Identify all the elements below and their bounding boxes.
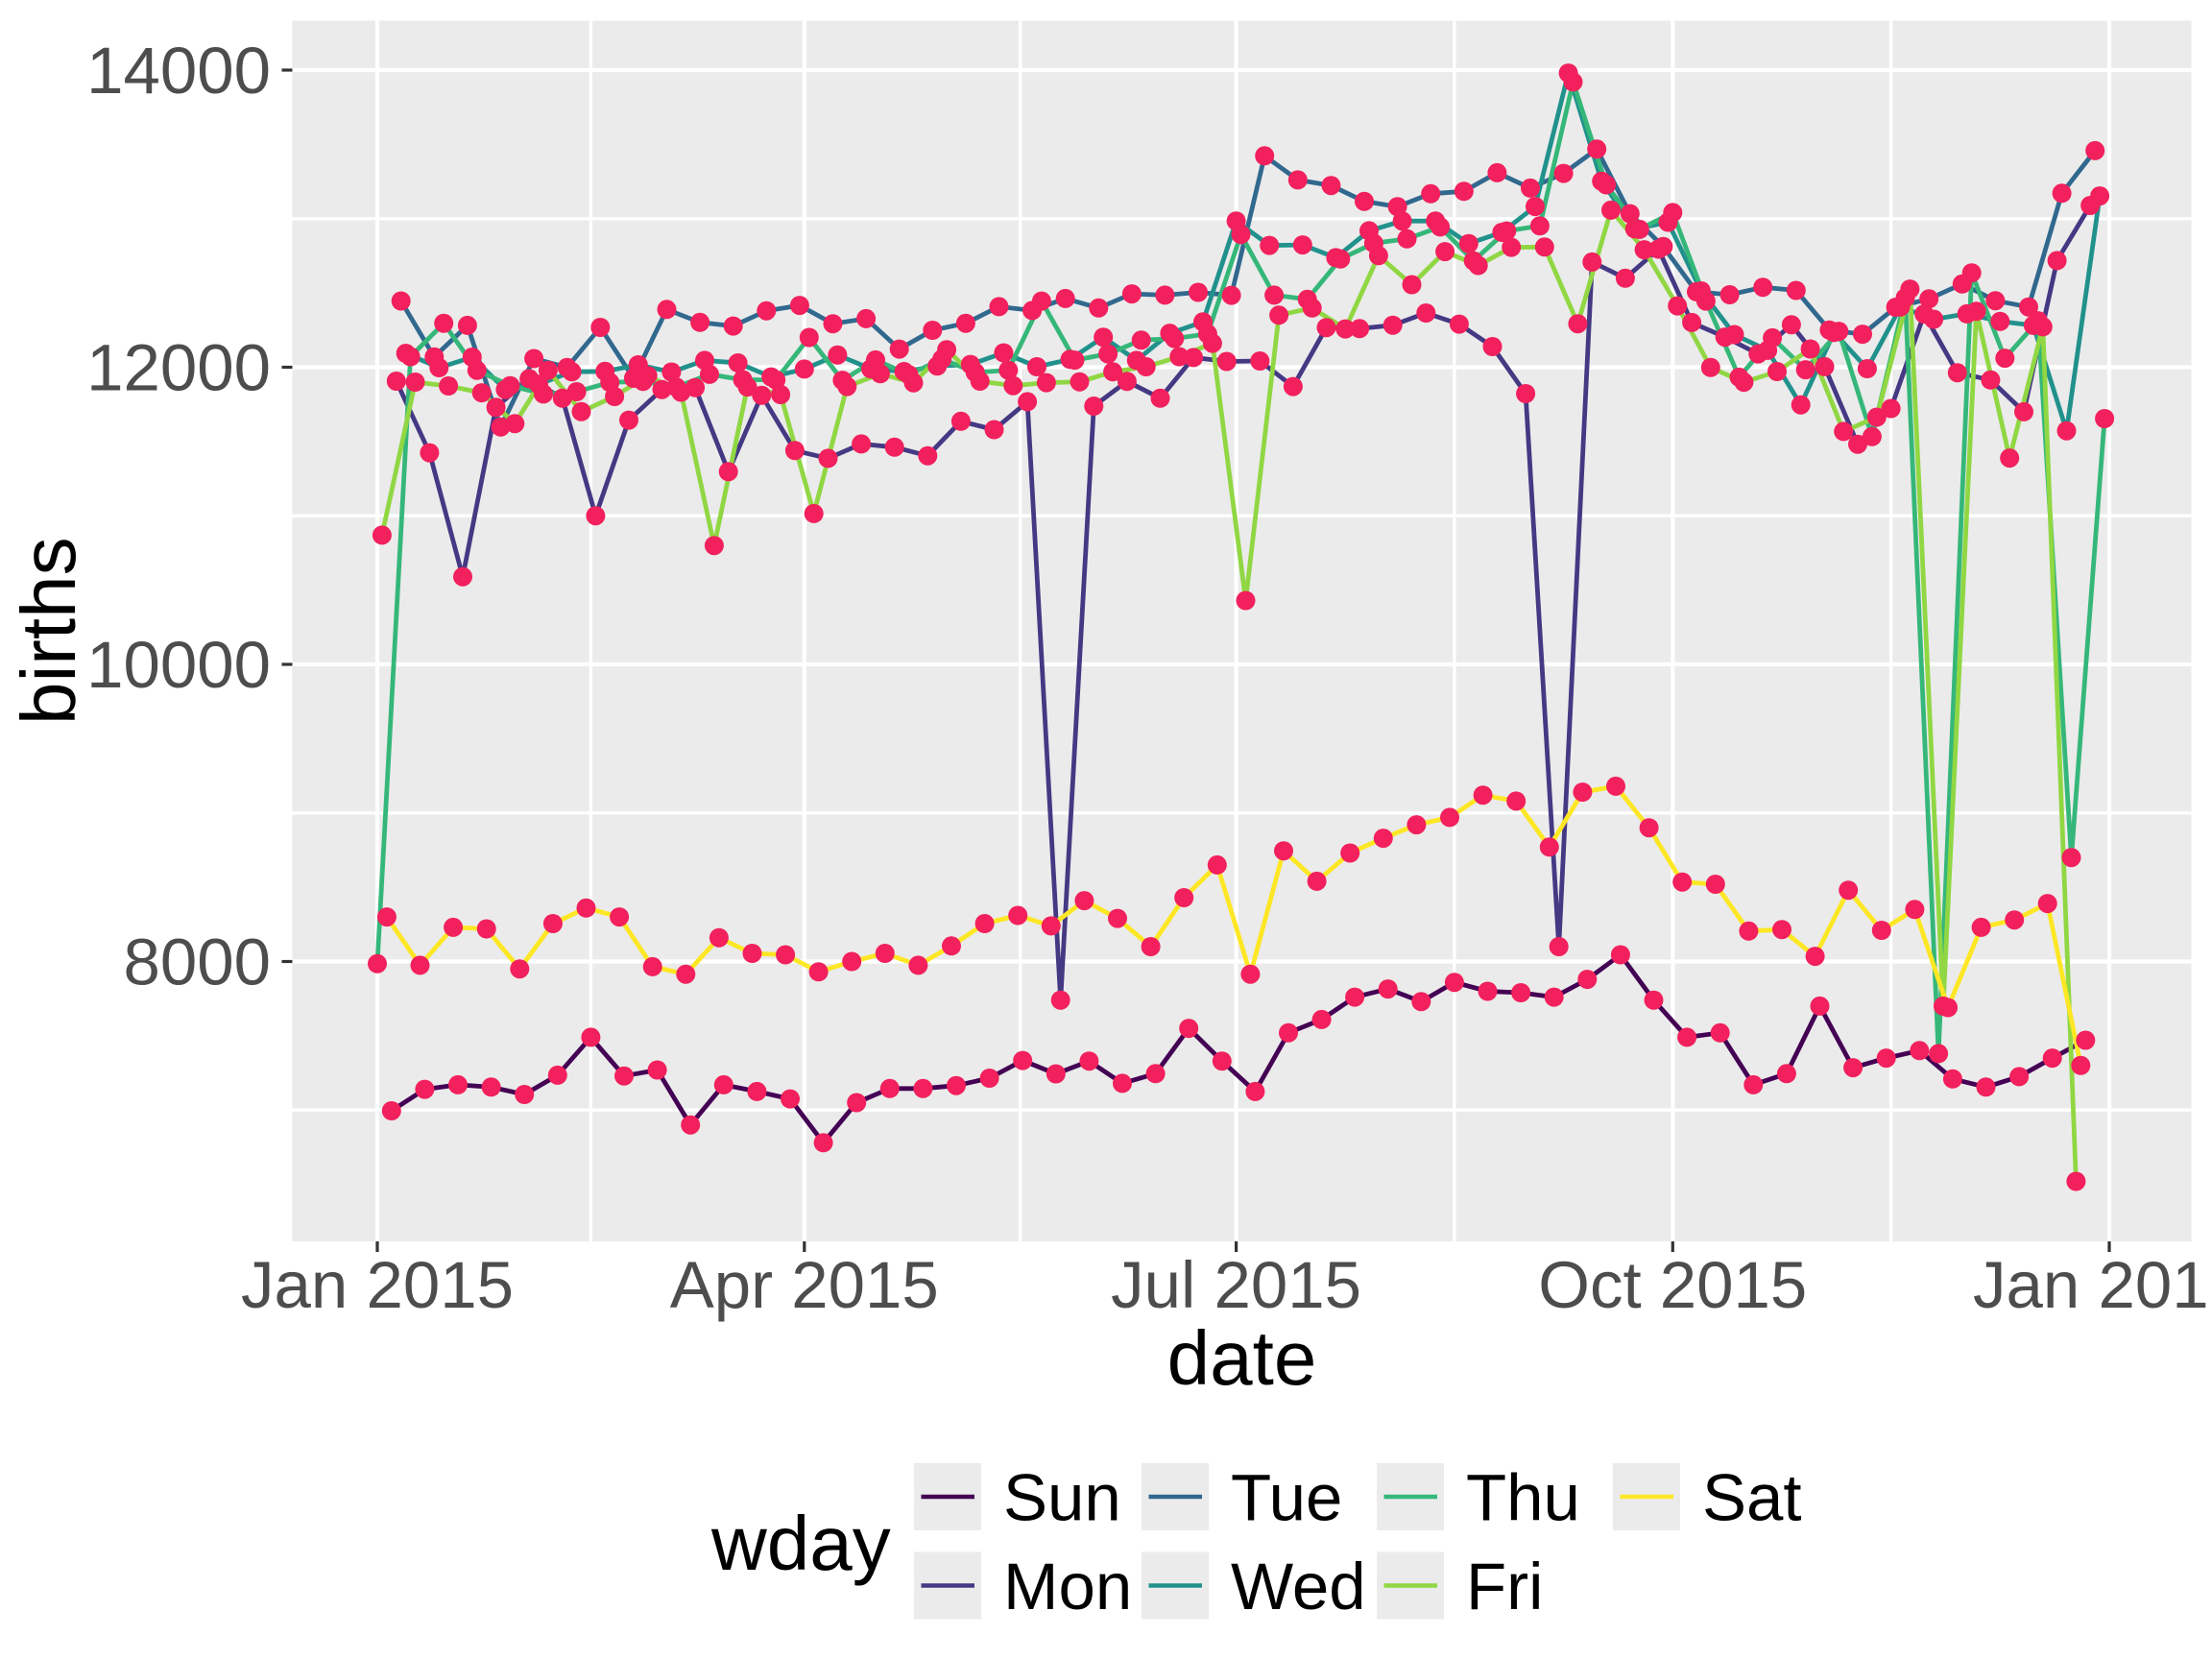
svg-text:10000: 10000 xyxy=(86,628,271,702)
svg-text:Wed: Wed xyxy=(1231,1550,1366,1623)
svg-text:date: date xyxy=(1167,1315,1317,1401)
svg-text:births: births xyxy=(6,537,91,725)
svg-text:Thu: Thu xyxy=(1466,1461,1580,1535)
svg-text:14000: 14000 xyxy=(86,34,271,108)
svg-text:Jan 2016: Jan 2016 xyxy=(1973,1248,2212,1322)
svg-text:Tue: Tue xyxy=(1231,1461,1342,1535)
svg-text:Mon: Mon xyxy=(1003,1550,1132,1623)
svg-text:Sun: Sun xyxy=(1003,1461,1121,1535)
svg-text:Apr 2015: Apr 2015 xyxy=(670,1248,939,1322)
svg-text:wday: wday xyxy=(710,1501,891,1586)
svg-text:Sat: Sat xyxy=(1702,1461,1802,1535)
svg-text:Oct 2015: Oct 2015 xyxy=(1538,1248,1807,1322)
svg-text:Jan 2015: Jan 2015 xyxy=(241,1248,514,1322)
svg-text:12000: 12000 xyxy=(86,331,271,405)
svg-text:8000: 8000 xyxy=(124,926,272,999)
svg-text:Jul 2015: Jul 2015 xyxy=(1111,1248,1361,1322)
svg-text:Fri: Fri xyxy=(1466,1550,1543,1623)
